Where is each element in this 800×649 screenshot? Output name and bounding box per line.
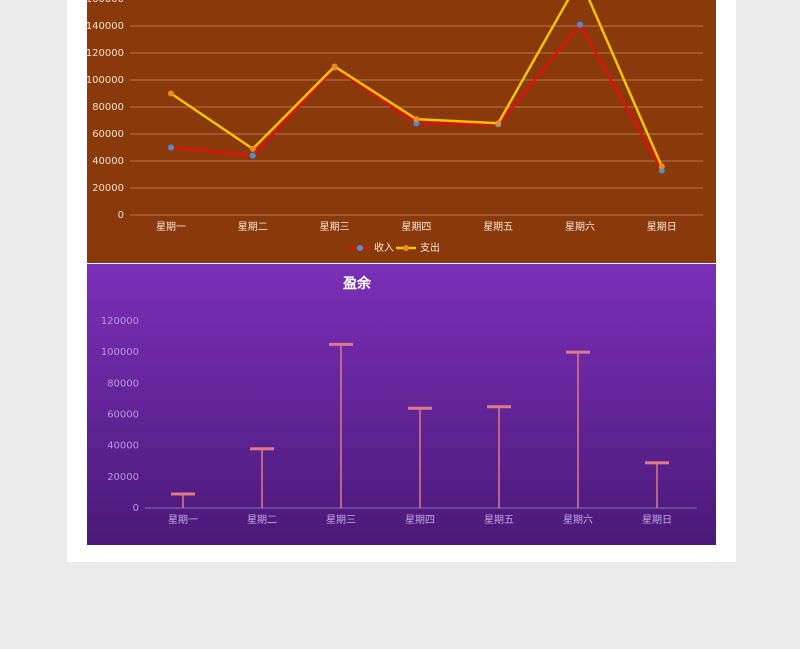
y-tick-label: 0 xyxy=(118,210,124,221)
y-tick-label: 40000 xyxy=(92,156,124,167)
marker xyxy=(168,144,174,151)
x-tick-label: 星期日 xyxy=(647,221,677,233)
x-tick-label: 星期日 xyxy=(642,514,672,526)
stem-cap xyxy=(566,350,590,354)
marker xyxy=(577,21,583,28)
stem-cap xyxy=(329,342,353,346)
x-tick-label: 星期四 xyxy=(405,514,435,526)
y-tick-label: 120000 xyxy=(101,316,139,327)
marker xyxy=(495,120,502,127)
y-tick-label: 20000 xyxy=(92,183,124,194)
legend-marker xyxy=(357,245,363,251)
chart-2-background xyxy=(87,264,716,545)
x-tick-label: 星期三 xyxy=(320,221,350,233)
x-tick-label: 星期一 xyxy=(156,221,186,233)
x-tick-label: 星期六 xyxy=(563,514,593,526)
marker xyxy=(249,152,256,159)
legend-label: 收入 xyxy=(374,241,394,254)
y-tick-label: 40000 xyxy=(107,441,139,452)
x-tick-label: 星期五 xyxy=(484,514,514,526)
y-tick-label: 20000 xyxy=(107,472,139,483)
marker xyxy=(249,145,256,152)
marker xyxy=(168,90,174,97)
legend-label: 支出 xyxy=(420,241,440,254)
x-tick-label: 星期五 xyxy=(483,221,513,233)
y-tick-label: 160000 xyxy=(86,0,124,5)
marker xyxy=(331,63,338,70)
stem-cap xyxy=(487,405,511,409)
chart-1: 0 20000 40000 60000 80000 100000 120000 140000 1… xyxy=(86,0,703,233)
stem-cap xyxy=(408,406,432,410)
y-tick-label: 140000 xyxy=(86,21,124,32)
y-tick-label: 80000 xyxy=(107,378,139,389)
x-tick-label: 星期二 xyxy=(238,221,268,233)
y-tick-label: 100000 xyxy=(101,347,139,358)
y-tick-label: 60000 xyxy=(92,129,124,140)
y-tick-label: 120000 xyxy=(86,48,124,59)
x-tick-label: 星期六 xyxy=(565,221,595,233)
x-tick-label: 星期四 xyxy=(401,221,431,233)
x-tick-label: 星期二 xyxy=(247,514,277,526)
chart-1-background xyxy=(87,0,716,263)
marker xyxy=(413,116,420,123)
x-tick-label: 星期三 xyxy=(326,514,356,526)
y-tick-label: 100000 xyxy=(86,75,124,86)
y-tick-label: 0 xyxy=(133,503,139,514)
stem-cap xyxy=(645,461,669,465)
y-tick-label: 60000 xyxy=(107,410,139,421)
stem-cap xyxy=(171,492,195,496)
y-tick-label: 80000 xyxy=(92,102,124,113)
stem-cap xyxy=(250,447,274,451)
marker xyxy=(658,163,665,170)
x-tick-label: 星期一 xyxy=(168,514,198,526)
chart-2: 盈余 0 20000 40000 60000 80000 100000 120000 星期一 星… xyxy=(101,275,697,526)
chart-title: 盈余 xyxy=(342,275,372,292)
legend-marker xyxy=(403,245,409,251)
